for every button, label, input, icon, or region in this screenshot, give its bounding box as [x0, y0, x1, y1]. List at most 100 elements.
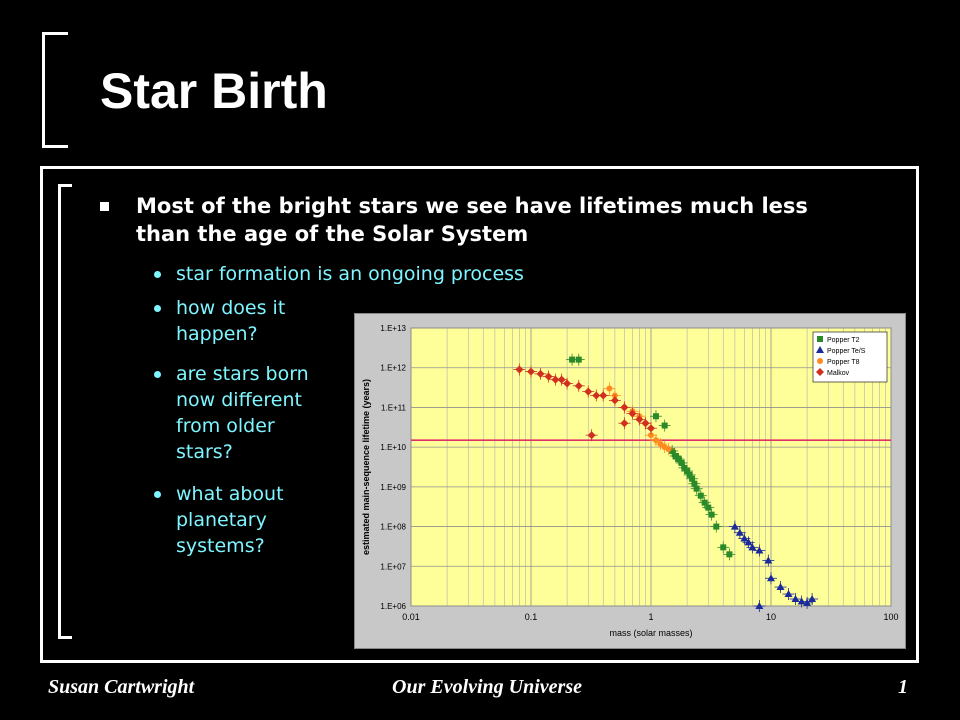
legend-label: Popper Te/S — [827, 348, 866, 355]
data-point — [587, 431, 596, 440]
data-point — [817, 336, 823, 342]
data-point — [620, 403, 629, 412]
data-point — [686, 471, 693, 478]
data-point — [536, 369, 545, 378]
data-point — [681, 464, 688, 471]
data-point — [678, 459, 685, 466]
footer-author: Susan Cartwright — [48, 676, 195, 698]
data-point — [735, 528, 744, 536]
data-point — [701, 499, 708, 506]
data-point — [708, 511, 715, 518]
data-point — [705, 504, 712, 511]
main-bullet: Most of the bright stars we see have lif… — [100, 192, 860, 248]
data-point — [693, 485, 700, 492]
x-tick-label: 100 — [883, 612, 898, 622]
x-tick-label: 1 — [648, 612, 653, 622]
data-point — [652, 437, 659, 444]
data-point — [544, 372, 553, 381]
sub-bullet-text: how does it happen? — [176, 297, 286, 345]
data-point — [784, 590, 793, 598]
legend-label: Malkov — [827, 370, 850, 377]
dot-bullet-icon — [154, 271, 161, 278]
data-point — [675, 456, 682, 463]
data-point — [767, 574, 775, 582]
data-point — [661, 422, 668, 429]
y-tick-label: 1.E+11 — [381, 403, 407, 412]
legend-box — [812, 331, 888, 383]
y-tick-label: 1.E+07 — [380, 562, 406, 571]
footer-page-number: 1 — [898, 676, 908, 698]
data-point — [620, 419, 629, 428]
data-point — [726, 551, 733, 558]
data-point — [740, 534, 749, 542]
data-point — [672, 452, 679, 459]
y-tick-label: 1.E+10 — [380, 443, 406, 452]
data-point — [816, 368, 824, 376]
square-bullet-icon — [100, 202, 109, 211]
data-point — [599, 391, 608, 400]
data-point — [592, 391, 601, 400]
data-point — [557, 375, 566, 384]
data-point — [748, 543, 757, 551]
dot-bullet-icon — [154, 371, 161, 378]
data-point — [584, 387, 593, 396]
x-tick-label: 0.01 — [402, 612, 420, 622]
footer-course: Our Evolving Universe — [392, 676, 582, 698]
data-point — [527, 367, 535, 376]
data-point — [648, 432, 654, 439]
data-point — [791, 595, 800, 603]
decor-bracket-top — [42, 32, 68, 148]
data-point — [713, 523, 720, 530]
data-point — [569, 356, 576, 363]
y-tick-label: 1.E+08 — [380, 523, 406, 532]
data-point — [575, 356, 582, 363]
data-point — [665, 445, 672, 452]
data-point — [563, 379, 572, 388]
data-point — [657, 440, 664, 447]
dot-bullet-icon — [154, 491, 161, 498]
y-tick-label: 1.E+13 — [380, 324, 406, 333]
legend-label: Popper T2 — [827, 337, 860, 344]
data-point — [689, 475, 696, 482]
sub-bullet: are stars born now different from older … — [154, 361, 324, 465]
data-point — [635, 415, 644, 424]
data-point — [808, 595, 817, 603]
data-point — [684, 468, 691, 475]
slide-title: Star Birth — [100, 63, 328, 119]
data-point — [697, 492, 704, 499]
data-point — [817, 358, 823, 364]
data-point — [652, 413, 659, 420]
data-point — [764, 556, 773, 564]
main-bullet-text: Most of the bright stars we see have lif… — [136, 194, 808, 246]
sub-bullet: star formation is an ongoing process — [154, 261, 614, 287]
data-point — [730, 522, 739, 530]
lifetime-chart: 0.01 0.1 1 10 100 1.E+06 1.E+07 1.E+08 1.E+09 1.E… — [354, 313, 906, 649]
data-point — [803, 598, 812, 606]
data-point — [551, 375, 560, 384]
y-tick-label: 1.E+06 — [380, 602, 406, 611]
data-point — [574, 381, 583, 390]
x-tick-label: 0.1 — [525, 612, 538, 622]
data-point — [744, 538, 753, 546]
x-axis-label: mass (solar masses) — [609, 628, 692, 638]
sub-bullet: how does it happen? — [154, 295, 324, 347]
data-point — [720, 544, 727, 551]
data-point — [641, 419, 650, 428]
data-point — [647, 424, 655, 433]
content-frame — [40, 166, 919, 663]
data-point — [606, 385, 613, 392]
sub-bullet-text: star formation is an ongoing process — [176, 263, 524, 285]
sub-bullet-text: are stars born now different from older … — [176, 363, 309, 463]
data-point — [669, 447, 676, 454]
sub-bullet-text: what about planetary systems? — [176, 483, 284, 557]
dot-bullet-icon — [154, 305, 161, 312]
data-point — [628, 409, 637, 418]
data-point — [755, 602, 764, 609]
data-point — [515, 365, 524, 374]
sub-bullet: what about planetary systems? — [154, 481, 324, 559]
data-point — [691, 480, 698, 487]
data-point — [610, 396, 619, 405]
legend-label: Popper T8 — [827, 359, 860, 366]
data-point — [816, 346, 824, 353]
y-axis-label: estimated main-sequence lifetime (years) — [361, 379, 371, 555]
